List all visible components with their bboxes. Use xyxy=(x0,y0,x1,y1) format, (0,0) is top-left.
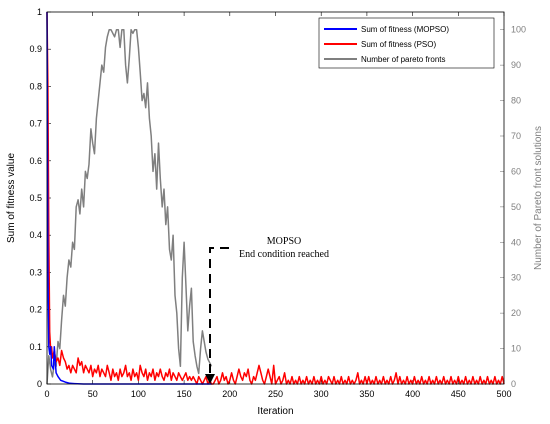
annotation-arrow-head xyxy=(205,374,215,384)
x-tick-label: 200 xyxy=(222,389,237,399)
y-right-tick-label: 10 xyxy=(511,344,521,354)
legend-label-pso: Sum of fitness (PSO) xyxy=(361,40,436,49)
y-left-tick-label: 0.2 xyxy=(29,305,42,315)
y-left-tick-label: 0.6 xyxy=(29,156,42,166)
x-tick-label: 300 xyxy=(314,389,329,399)
y-right-tick-label: 30 xyxy=(511,273,521,283)
y-right-tick-label: 20 xyxy=(511,308,521,318)
x-tick-label: 250 xyxy=(268,389,283,399)
y-right-tick-label: 40 xyxy=(511,237,521,247)
x-tick-label: 450 xyxy=(451,389,466,399)
y-left-tick-label: 0.8 xyxy=(29,81,42,91)
y-right-tick-label: 0 xyxy=(511,379,516,389)
y-left-tick-label: 0.4 xyxy=(29,230,42,240)
y-right-tick-label: 80 xyxy=(511,96,521,106)
annotation: MOPSO End condition reached xyxy=(205,236,329,384)
ticks-layer: 0 50 100 150 200 250 300 350 400 450 50000.10.20.3… xyxy=(29,7,526,399)
annotation-arrow-line xyxy=(209,247,229,380)
legend-label-pareto: Number of pareto fronts xyxy=(361,55,445,64)
legend-label-mopso: Sum of fitness (MOPSO) xyxy=(361,25,449,34)
y-axis-right-title: Number of Pareto front solutions xyxy=(533,126,544,270)
x-axis-title: Iteration xyxy=(257,406,293,417)
legend: Sum of fitness (MOPSO) Sum of fitness (P… xyxy=(318,17,495,69)
y-right-tick-label: 60 xyxy=(511,166,521,176)
x-tick-label: 500 xyxy=(496,389,511,399)
series-line-pso xyxy=(46,11,505,385)
y-right-tick-label: 100 xyxy=(511,25,526,35)
y-left-tick-label: 0.3 xyxy=(29,267,42,277)
y-left-tick-label: 0 xyxy=(37,379,42,389)
series-line-pareto xyxy=(46,28,213,385)
y-axis-left-title: Sum of fitness value xyxy=(6,153,17,243)
x-tick-label: 150 xyxy=(177,389,192,399)
y-left-tick-label: 0.7 xyxy=(29,119,42,129)
x-tick-label: 50 xyxy=(88,389,98,399)
y-left-tick-label: 1 xyxy=(37,7,42,17)
x-tick-label: 0 xyxy=(44,389,49,399)
x-tick-label: 100 xyxy=(131,389,146,399)
annotation-line1: MOPSO xyxy=(267,236,301,247)
y-right-tick-label: 90 xyxy=(511,60,521,70)
y-right-tick-label: 70 xyxy=(511,131,521,141)
plot-frame xyxy=(46,11,505,385)
y-right-tick-label: 50 xyxy=(511,202,521,212)
y-left-tick-label: 0.5 xyxy=(29,193,42,203)
y-left-tick-label: 0.9 xyxy=(29,44,42,54)
annotation-line2: End condition reached xyxy=(239,249,329,260)
x-tick-label: 400 xyxy=(405,389,420,399)
y-left-tick-label: 0.1 xyxy=(29,342,42,352)
x-tick-label: 350 xyxy=(359,389,374,399)
